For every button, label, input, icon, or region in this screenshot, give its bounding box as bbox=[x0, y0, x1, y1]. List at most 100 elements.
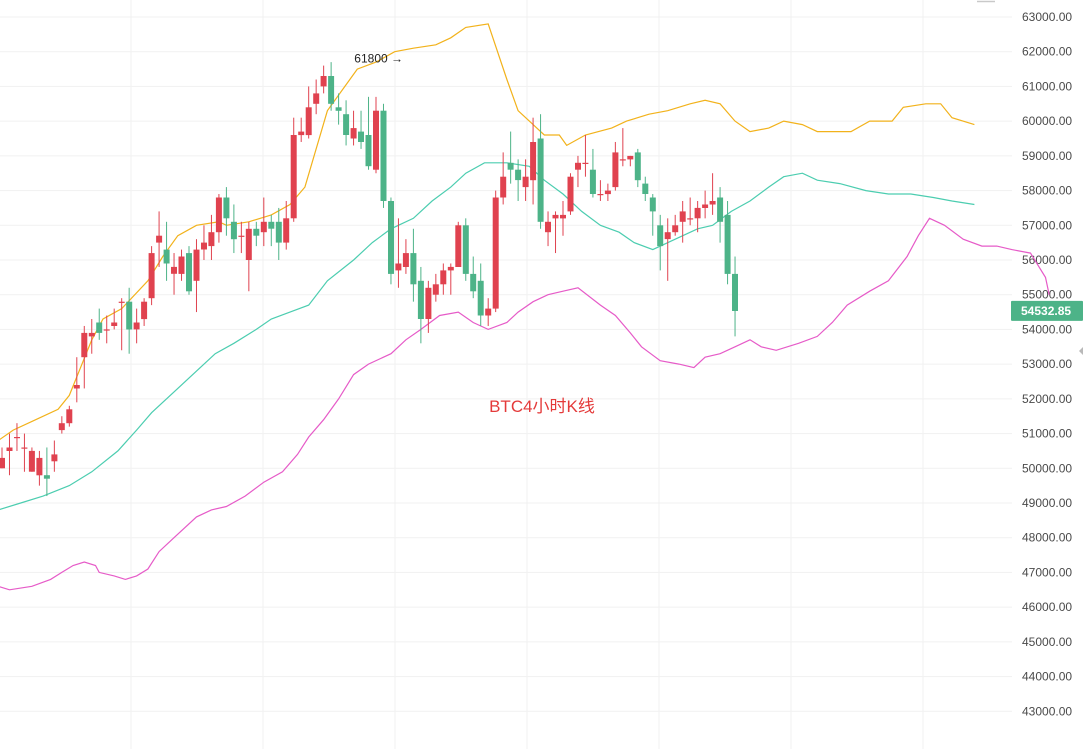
candle bbox=[440, 263, 447, 295]
candle bbox=[373, 96, 379, 174]
y-tick-label: 47000.00 bbox=[1022, 565, 1072, 579]
candle-body bbox=[477, 280, 484, 316]
candle bbox=[260, 197, 267, 247]
candle-body bbox=[447, 266, 454, 271]
candle-body bbox=[604, 190, 611, 195]
candle-body bbox=[440, 270, 447, 285]
candle bbox=[619, 128, 626, 167]
candle bbox=[0, 447, 5, 469]
candle bbox=[290, 117, 297, 222]
candle bbox=[208, 214, 215, 260]
candle-body bbox=[358, 131, 364, 142]
candle-body bbox=[575, 162, 581, 170]
candle bbox=[724, 200, 731, 285]
candle-body bbox=[215, 197, 222, 233]
candle-body bbox=[111, 322, 118, 326]
candle bbox=[96, 308, 103, 340]
candle bbox=[649, 194, 656, 236]
candle bbox=[358, 110, 364, 149]
candle-body bbox=[186, 253, 192, 292]
annotation-label: 61800 → bbox=[354, 52, 403, 66]
candle-body bbox=[96, 322, 103, 333]
candle-body bbox=[530, 142, 537, 181]
candle-body bbox=[58, 423, 65, 431]
candle bbox=[545, 211, 551, 247]
candle-body bbox=[455, 225, 462, 267]
candle-body bbox=[545, 221, 551, 233]
candle-body bbox=[223, 197, 230, 219]
candle bbox=[148, 246, 155, 306]
candle bbox=[567, 173, 574, 215]
scroll-arrow-icon[interactable] bbox=[1079, 347, 1083, 355]
candle-body bbox=[627, 155, 634, 160]
candle bbox=[672, 214, 679, 236]
candle bbox=[103, 315, 110, 344]
candle-body bbox=[193, 249, 200, 281]
candle-body bbox=[118, 301, 125, 303]
candle bbox=[81, 325, 88, 389]
candle bbox=[141, 298, 148, 326]
y-tick-label: 55000.00 bbox=[1022, 288, 1072, 302]
y-tick-label: 43000.00 bbox=[1022, 704, 1072, 718]
candle-body bbox=[208, 232, 215, 247]
candle-body bbox=[417, 280, 424, 319]
candle-body bbox=[238, 235, 245, 237]
middle-band-line bbox=[0, 162, 975, 511]
candle bbox=[552, 211, 559, 254]
candle-body bbox=[657, 225, 664, 247]
candle bbox=[171, 253, 177, 295]
candle-body bbox=[507, 162, 514, 170]
candle-body bbox=[320, 76, 327, 87]
y-tick-label: 59000.00 bbox=[1022, 149, 1072, 163]
candle-body bbox=[350, 128, 357, 139]
candle-body bbox=[253, 228, 260, 236]
price-annotation: 61800 → bbox=[354, 52, 403, 66]
candle-body bbox=[73, 385, 80, 389]
y-tick-label: 62000.00 bbox=[1022, 45, 1072, 59]
candle-body bbox=[51, 454, 58, 462]
candle-body bbox=[522, 176, 529, 188]
candle bbox=[500, 152, 507, 205]
candle bbox=[447, 263, 454, 295]
candle bbox=[51, 440, 58, 472]
candle bbox=[178, 249, 185, 281]
candle-body bbox=[410, 253, 417, 285]
candle-body bbox=[365, 135, 372, 167]
candle-body bbox=[687, 218, 694, 220]
candle-body bbox=[589, 169, 596, 194]
candle bbox=[634, 148, 641, 188]
candle-body bbox=[201, 242, 207, 250]
candle-body bbox=[328, 76, 335, 104]
y-tick-label: 44000.00 bbox=[1022, 670, 1072, 684]
candle bbox=[709, 173, 716, 215]
candle bbox=[507, 131, 514, 184]
candle bbox=[627, 155, 634, 167]
candle-body bbox=[88, 332, 95, 337]
candle-body bbox=[664, 232, 671, 240]
candle bbox=[343, 100, 350, 146]
candle bbox=[126, 287, 133, 354]
candle bbox=[485, 298, 492, 326]
candle-body bbox=[492, 197, 499, 309]
y-tick-label: 57000.00 bbox=[1022, 218, 1072, 232]
candle-body bbox=[537, 138, 544, 222]
candle bbox=[6, 433, 13, 476]
candle-body bbox=[432, 284, 439, 295]
last-price-tag: 54532.85 bbox=[1011, 300, 1083, 321]
candle bbox=[522, 159, 529, 201]
y-tick-label: 56000.00 bbox=[1022, 253, 1072, 267]
candle bbox=[58, 416, 65, 434]
candle-body bbox=[552, 214, 559, 219]
candle bbox=[215, 194, 222, 243]
candle bbox=[283, 200, 290, 250]
candle bbox=[230, 204, 237, 254]
candle bbox=[432, 273, 439, 302]
candle bbox=[335, 93, 342, 125]
y-tick-label: 50000.00 bbox=[1022, 461, 1072, 475]
candle bbox=[320, 65, 327, 94]
candle-body bbox=[717, 197, 724, 222]
candle bbox=[395, 218, 402, 288]
candle-body bbox=[66, 409, 73, 424]
candle bbox=[298, 117, 305, 142]
